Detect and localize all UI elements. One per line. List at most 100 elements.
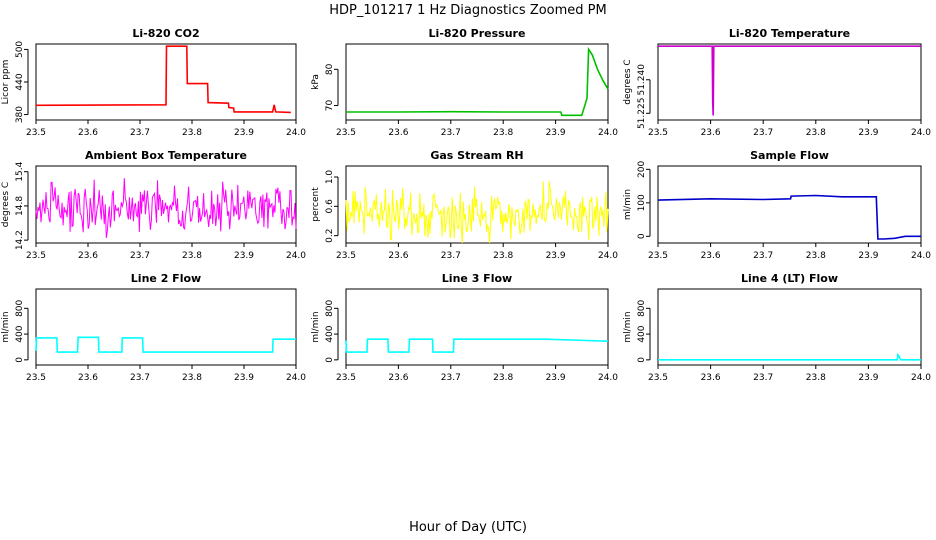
x-tick-label: 23.6 [701, 251, 721, 261]
y-tick-label: 400 [637, 325, 647, 342]
series-line [35, 336, 296, 353]
x-tick-label: 24.0 [911, 251, 931, 261]
x-tick-label: 23.8 [806, 251, 826, 261]
x-tick-label: 24.0 [911, 373, 931, 383]
y-tick-label: 14.8 [15, 196, 25, 216]
x-tick-label: 23.7 [130, 373, 150, 383]
y-axis-label: degrees C [1, 182, 11, 227]
x-tick-label: 23.7 [130, 251, 150, 261]
panel-6: Sample Flow 23.5 23.6 23.7 23.8 23.9 24.0 0 100 2… [623, 149, 931, 261]
y-axis-label: ml/min [1, 311, 11, 342]
x-tick-label: 24.0 [598, 373, 618, 383]
plot-box [35, 43, 297, 121]
y-tick-label: 0 [637, 357, 647, 363]
panel-title: Line 4 (LT) Flow [741, 272, 838, 285]
x-tick-label: 23.6 [701, 128, 721, 138]
panel-8: Line 3 Flow 23.5 23.6 23.7 23.8 23.9 24.0 0 400 8… [311, 272, 618, 383]
x-tick-label: 23.9 [546, 251, 566, 261]
series-line [346, 46, 609, 117]
x-tick-label: 23.5 [336, 373, 356, 383]
panel-3: Li-820 Temperature 23.5 23.6 23.7 23.8 23.9 24… [623, 27, 931, 138]
x-tick-label: 23.9 [546, 373, 566, 383]
y-tick-label: 200 [637, 160, 647, 177]
x-tick-label: 23.5 [26, 128, 46, 138]
x-tick-label: 24.0 [286, 128, 306, 138]
x-axis-label: Hour of Day (UTC) [409, 520, 527, 535]
y-tick-label: 800 [15, 299, 25, 316]
plot-box [345, 43, 609, 121]
x-tick-label: 24.0 [286, 373, 306, 383]
x-tick-label: 23.8 [493, 251, 513, 261]
panel-title: Li-820 Pressure [429, 27, 526, 40]
x-tick-label: 23.6 [701, 373, 721, 383]
x-tick-label: 23.7 [753, 251, 773, 261]
panel-title: Line 2 Flow [131, 272, 201, 285]
y-axis-label: Licor ppm [1, 60, 11, 105]
x-tick-label: 23.9 [234, 128, 254, 138]
x-tick-label: 23.7 [441, 373, 461, 383]
y-tick-label: 80 [325, 63, 335, 75]
y-axis-label: percent [311, 187, 321, 222]
panel-2: Li-820 Pressure 23.5 23.6 23.7 23.8 23.9 24.0 7… [311, 27, 618, 138]
y-axis-label: ml/min [623, 311, 633, 342]
x-tick-label: 23.5 [648, 373, 668, 383]
panel-title: Ambient Box Temperature [85, 149, 247, 162]
x-tick-label: 23.5 [26, 373, 46, 383]
x-tick-label: 23.6 [78, 373, 98, 383]
series-line [35, 178, 297, 238]
plot-box [35, 165, 297, 244]
x-tick-label: 23.9 [858, 373, 878, 383]
panels: Li-820 CO2 23.5 23.6 23.7 23.8 23.9 24.0 380 440… [1, 27, 931, 383]
y-tick-label: 14.2 [15, 230, 25, 250]
plot-box [35, 288, 297, 366]
y-tick-label: 800 [637, 299, 647, 316]
x-tick-label: 24.0 [911, 128, 931, 138]
x-tick-label: 23.5 [648, 251, 668, 261]
x-tick-label: 23.5 [648, 128, 668, 138]
x-tick-label: 23.9 [546, 128, 566, 138]
series-line [345, 181, 609, 244]
x-tick-label: 23.5 [336, 251, 356, 261]
x-tick-label: 23.9 [858, 251, 878, 261]
y-tick-label: 400 [325, 325, 335, 342]
x-tick-label: 23.7 [130, 128, 150, 138]
figure-title: HDP_101217 1 Hz Diagnostics Zoomed PM [329, 3, 607, 18]
panel-4: Ambient Box Temperature 23.5 23.6 23.7 23.8 2… [1, 149, 306, 261]
plot-box [345, 288, 609, 366]
x-tick-label: 24.0 [286, 251, 306, 261]
y-tick-label: 0 [15, 357, 25, 363]
x-tick-label: 23.8 [806, 128, 826, 138]
y-tick-label: 70 [325, 100, 335, 112]
plot-box [657, 43, 922, 121]
y-tick-label: 51.225 [637, 98, 647, 130]
y-axis-label: ml/min [311, 311, 321, 342]
y-tick-label: 0 [325, 357, 335, 363]
x-tick-label: 23.8 [493, 128, 513, 138]
x-tick-label: 23.7 [441, 128, 461, 138]
y-tick-label: 800 [325, 299, 335, 316]
y-tick-label: 400 [15, 325, 25, 342]
x-tick-label: 23.7 [753, 373, 773, 383]
x-tick-label: 23.7 [753, 128, 773, 138]
panel-title: Line 3 Flow [442, 272, 512, 285]
plot-box [657, 165, 922, 244]
panel-7: Line 2 Flow 23.5 23.6 23.7 23.8 23.9 24.0 0 400 8… [1, 272, 306, 383]
y-tick-label: 100 [637, 194, 647, 211]
panel-9: Line 4 (LT) Flow 23.5 23.6 23.7 23.8 23.9 24.0… [623, 272, 931, 383]
x-tick-label: 23.9 [858, 128, 878, 138]
series-line [658, 352, 921, 361]
x-tick-label: 23.6 [388, 373, 408, 383]
x-tick-label: 23.9 [234, 251, 254, 261]
x-tick-label: 23.9 [234, 373, 254, 383]
x-tick-label: 23.5 [26, 251, 46, 261]
plot-box [657, 288, 922, 366]
x-tick-label: 23.6 [388, 128, 408, 138]
panel-title: Sample Flow [750, 149, 829, 162]
panel-1: Li-820 CO2 23.5 23.6 23.7 23.8 23.9 24.0 380 440… [1, 27, 306, 138]
series-line [658, 45, 921, 116]
x-tick-label: 23.7 [441, 251, 461, 261]
panel-title: Gas Stream RH [430, 149, 523, 162]
series-line [657, 194, 921, 240]
y-tick-label: 15.4 [15, 161, 25, 181]
